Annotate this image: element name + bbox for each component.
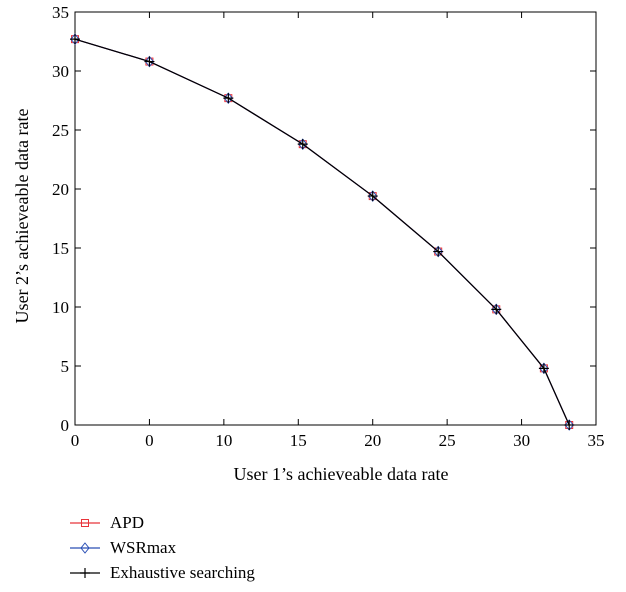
data-point (491, 304, 502, 315)
x-tick-label: 35 (588, 431, 605, 450)
data-point (538, 363, 549, 374)
legend-label-apd: APD (110, 512, 145, 532)
x-axis-label: User 1’s achieveable data rate (234, 464, 449, 484)
legend-item-exhaustive-searching: Exhaustive searching (68, 560, 255, 585)
y-tick-label: 10 (52, 298, 69, 317)
legend-marker (80, 567, 90, 578)
y-tick-label: 5 (61, 357, 70, 376)
legend-label-wsrmax: WSRmax (110, 537, 177, 557)
data-point (144, 56, 155, 67)
series-layer (70, 33, 575, 431)
data-point (70, 34, 80, 45)
data-point (223, 93, 234, 104)
x-tick-label: 20 (364, 431, 381, 450)
x-tick-label: 15 (290, 431, 307, 450)
data-point (564, 420, 575, 430)
x-tick-label: 25 (439, 431, 456, 450)
x-tick-label: 0 (145, 431, 154, 450)
y-tick-label: 25 (52, 121, 69, 140)
y-tick-label: 20 (52, 180, 69, 199)
y-tick-label: 15 (52, 239, 69, 258)
data-point (297, 139, 308, 150)
legend-swatch-apd (70, 518, 100, 527)
legend-item-wsrmax: WSRmax (68, 535, 255, 560)
y-tick-label: 35 (52, 3, 69, 22)
series-2 (70, 34, 575, 430)
y-tick-label: 30 (52, 62, 69, 81)
legend: APD WSRmax Exhaustive searching (68, 510, 255, 585)
y-axis-label: User 2’s achieveable data rate (12, 109, 32, 324)
legend-swatch-exhaustive-searching (70, 567, 100, 578)
legend-label-exhaustive-searching: Exhaustive searching (110, 562, 255, 582)
plot-frame (74, 11, 597, 426)
x-tick-label: 0 (71, 431, 80, 450)
legend-swatch-wsrmax (70, 541, 100, 554)
data-point (367, 191, 378, 202)
data-point (433, 246, 444, 257)
y-tick-label: 0 (61, 416, 70, 435)
x-tick-label: 10 (215, 431, 232, 450)
x-tick-label: 30 (513, 431, 530, 450)
legend-item-apd: APD (68, 510, 255, 535)
legend-marker (81, 518, 89, 527)
legend-marker (80, 541, 90, 554)
